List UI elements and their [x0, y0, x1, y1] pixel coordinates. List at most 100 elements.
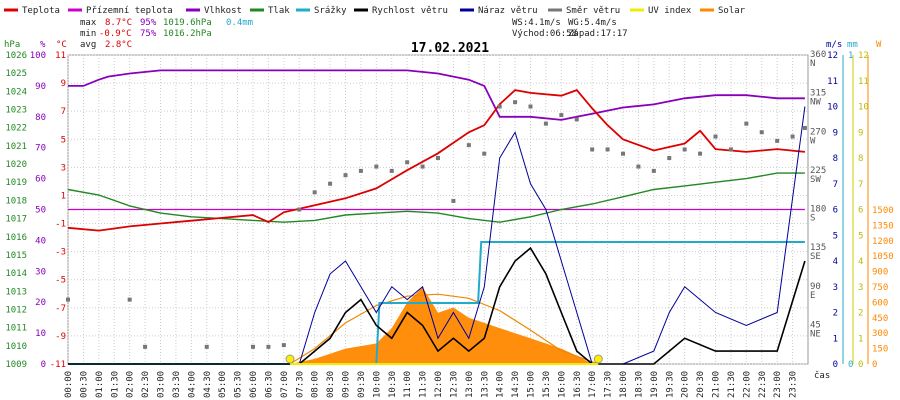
stat-min-press: 1016.2hPa — [163, 29, 212, 39]
wind-dir-point — [358, 168, 363, 173]
wind-dir-point — [667, 156, 672, 160]
temp-tick-label: -5 — [55, 276, 66, 286]
time-tick-label: 10:00 — [372, 371, 382, 398]
wind-dir-point — [405, 160, 410, 165]
wind-dir-point — [281, 343, 286, 348]
stat-min-hum: 75% — [140, 29, 157, 39]
press-tick-label: 1021 — [5, 142, 27, 152]
wind-dir-point — [143, 344, 148, 349]
time-tick-label: 13:30 — [480, 371, 490, 398]
sunrise-marker — [285, 354, 295, 364]
wind-dir-point — [312, 190, 317, 195]
press-tick-label: 1012 — [5, 305, 27, 315]
time-tick-label: 16:00 — [557, 371, 567, 398]
dir-tick-label: W — [810, 136, 816, 146]
time-tick-label: 04:30 — [203, 371, 213, 398]
time-tick-label: 03:00 — [157, 371, 167, 398]
wind-dir-point — [251, 344, 255, 349]
time-tick-label: 07:00 — [280, 371, 290, 398]
wind-dir-point — [698, 151, 703, 156]
wind-dir-point — [802, 125, 807, 130]
dir-tick-label: S — [810, 214, 815, 224]
time-tick-label: 05:30 — [234, 371, 244, 398]
wind-dir-point — [559, 113, 564, 118]
press-tick-label: 1010 — [5, 342, 27, 352]
temp-tick-label: 9 — [61, 79, 66, 89]
wind-tick-label: 3 — [833, 283, 838, 293]
solar-tick-label: 1200 — [872, 237, 894, 247]
legend-label: Teplota — [22, 6, 60, 16]
legend-label: Vlhkost — [204, 6, 242, 16]
temperature-line — [67, 89, 805, 232]
wind-speed-line — [68, 246, 806, 365]
uv-tick-label: 9 — [858, 128, 863, 138]
press-tick-label: 1023 — [5, 106, 27, 116]
time-tick-label: 19:00 — [650, 371, 660, 398]
wind-dir-point — [466, 143, 471, 148]
time-tick-label: 16:30 — [573, 371, 583, 398]
uv-tick-label: 6 — [858, 206, 863, 216]
time-tick-label: 04:00 — [187, 371, 197, 398]
wind-dir-point — [728, 147, 733, 152]
time-tick-label: 19:30 — [665, 371, 675, 398]
temp-tick-label: -7 — [55, 304, 66, 314]
wind-gust-line — [68, 106, 806, 365]
time-tick-label: 13:00 — [465, 371, 475, 398]
time-tick-label: 22:30 — [758, 371, 768, 398]
legend-label: Přízemní teplota — [86, 6, 173, 16]
solar-tick-label: 1500 — [872, 206, 894, 216]
uv-tick-label: 3 — [858, 283, 863, 293]
time-tick-label: 09:00 — [342, 371, 352, 398]
press-tick-label: 1019 — [5, 178, 27, 188]
press-tick-label: 1020 — [5, 160, 27, 170]
unit-press: hPa — [4, 40, 20, 50]
wind-dir-point — [790, 134, 795, 139]
unit-solar: W — [876, 40, 882, 50]
unit-time: čas — [814, 370, 830, 381]
press-tick-label: 1026 — [5, 51, 27, 61]
time-tick-label: 05:00 — [218, 371, 228, 398]
uv-tick-label: 1 — [858, 334, 863, 344]
wind-dir-point — [636, 164, 641, 169]
temp-tick-label: -11 — [50, 360, 66, 370]
wind-dir-point — [343, 173, 348, 178]
solar-area — [290, 287, 593, 364]
solar-tick-label: 0 — [872, 360, 877, 370]
time-tick-label: 22:00 — [742, 371, 752, 398]
wind-dir-point — [621, 151, 625, 156]
temp-tick-label: -9 — [55, 332, 66, 342]
dir-tick-label: SE — [810, 252, 821, 262]
wind-tick-label: 7 — [833, 180, 838, 190]
uv-tick-label: 5 — [858, 231, 863, 241]
time-tick-label: 08:00 — [311, 371, 321, 398]
time-tick-label: 11:00 — [403, 371, 413, 398]
hum-tick-label: 40 — [35, 236, 46, 246]
wind-tick-label: 1 — [833, 334, 838, 344]
press-tick-label: 1016 — [5, 233, 27, 243]
hum-tick-label: 20 — [35, 298, 46, 308]
wind-tick-label: 4 — [833, 257, 838, 267]
dir-tick-label: 180 — [810, 205, 826, 215]
wind-tick-label: 6 — [833, 206, 838, 216]
wind-dir-point — [651, 168, 656, 173]
temp-tick-label: -1 — [55, 220, 66, 230]
temp-tick-label: 11 — [55, 51, 66, 61]
stat-max-temp: 8.7°C — [105, 18, 132, 28]
uv-tick-label: 7 — [858, 180, 863, 190]
rain-tick-label: 1 — [848, 51, 853, 61]
uv-tick-label: 2 — [858, 309, 863, 319]
wind-dir-point — [513, 100, 518, 105]
time-tick-label: 14:30 — [511, 371, 521, 398]
hum-tick-label: 90 — [35, 82, 46, 92]
hum-tick-label: 70 — [35, 144, 46, 154]
wind-dir-point — [420, 164, 425, 169]
wind-tick-label: 2 — [833, 309, 838, 319]
wind-dir-point — [389, 168, 394, 173]
time-tick-label: 17:00 — [588, 371, 598, 398]
time-tick-label: 03:30 — [172, 371, 182, 398]
press-tick-label: 1017 — [5, 215, 27, 225]
wind-dir-point — [528, 104, 533, 109]
dir-tick-label: 270 — [810, 127, 826, 137]
wind-dir-point — [374, 164, 379, 169]
stat-rain: 0.4mm — [226, 18, 253, 28]
